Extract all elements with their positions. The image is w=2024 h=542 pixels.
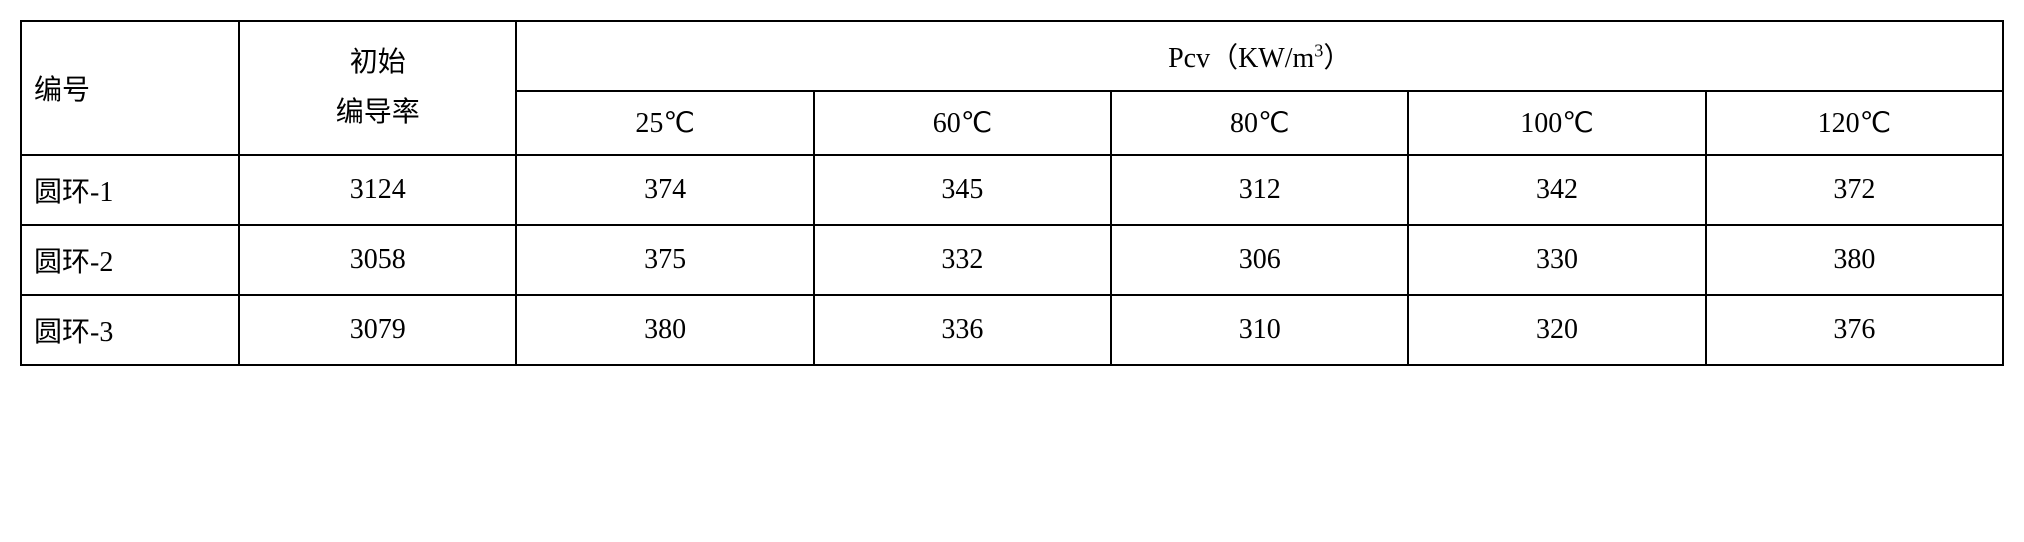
row-value: 312 xyxy=(1111,155,1408,225)
header-temp-120: 120℃ xyxy=(1706,91,2003,155)
header-pcv: Pcv（KW/m3） xyxy=(516,21,2003,91)
row-value: 375 xyxy=(516,225,813,295)
header-temp-60: 60℃ xyxy=(814,91,1111,155)
row-init: 3124 xyxy=(239,155,516,225)
table-row: 圆环-2 3058 375 332 306 330 380 xyxy=(21,225,2003,295)
row-id: 圆环-2 xyxy=(21,225,239,295)
row-value: 342 xyxy=(1408,155,1705,225)
table-row: 圆环-3 3079 380 336 310 320 376 xyxy=(21,295,2003,365)
row-value: 332 xyxy=(814,225,1111,295)
row-value: 374 xyxy=(516,155,813,225)
header-temp-100: 100℃ xyxy=(1408,91,1705,155)
row-value: 330 xyxy=(1408,225,1705,295)
row-init: 3058 xyxy=(239,225,516,295)
header-init-line1: 初始 xyxy=(350,47,406,78)
header-init: 初始 编导率 xyxy=(239,21,516,155)
row-id: 圆环-1 xyxy=(21,155,239,225)
row-value: 376 xyxy=(1706,295,2003,365)
header-temp-25: 25℃ xyxy=(516,91,813,155)
row-value: 320 xyxy=(1408,295,1705,365)
row-value: 380 xyxy=(516,295,813,365)
header-row-1: 编号 初始 编导率 Pcv（KW/m3） xyxy=(21,21,2003,91)
header-id: 编号 xyxy=(21,21,239,155)
header-temp-80: 80℃ xyxy=(1111,91,1408,155)
data-table: 编号 初始 编导率 Pcv（KW/m3） 25℃ 60℃ 80℃ 100℃ 12… xyxy=(20,20,2004,366)
row-id: 圆环-3 xyxy=(21,295,239,365)
row-value: 380 xyxy=(1706,225,2003,295)
row-value: 336 xyxy=(814,295,1111,365)
row-value: 372 xyxy=(1706,155,2003,225)
row-init: 3079 xyxy=(239,295,516,365)
row-value: 306 xyxy=(1111,225,1408,295)
header-init-line2: 编导率 xyxy=(336,97,420,128)
row-value: 310 xyxy=(1111,295,1408,365)
row-value: 345 xyxy=(814,155,1111,225)
table-row: 圆环-1 3124 374 345 312 342 372 xyxy=(21,155,2003,225)
